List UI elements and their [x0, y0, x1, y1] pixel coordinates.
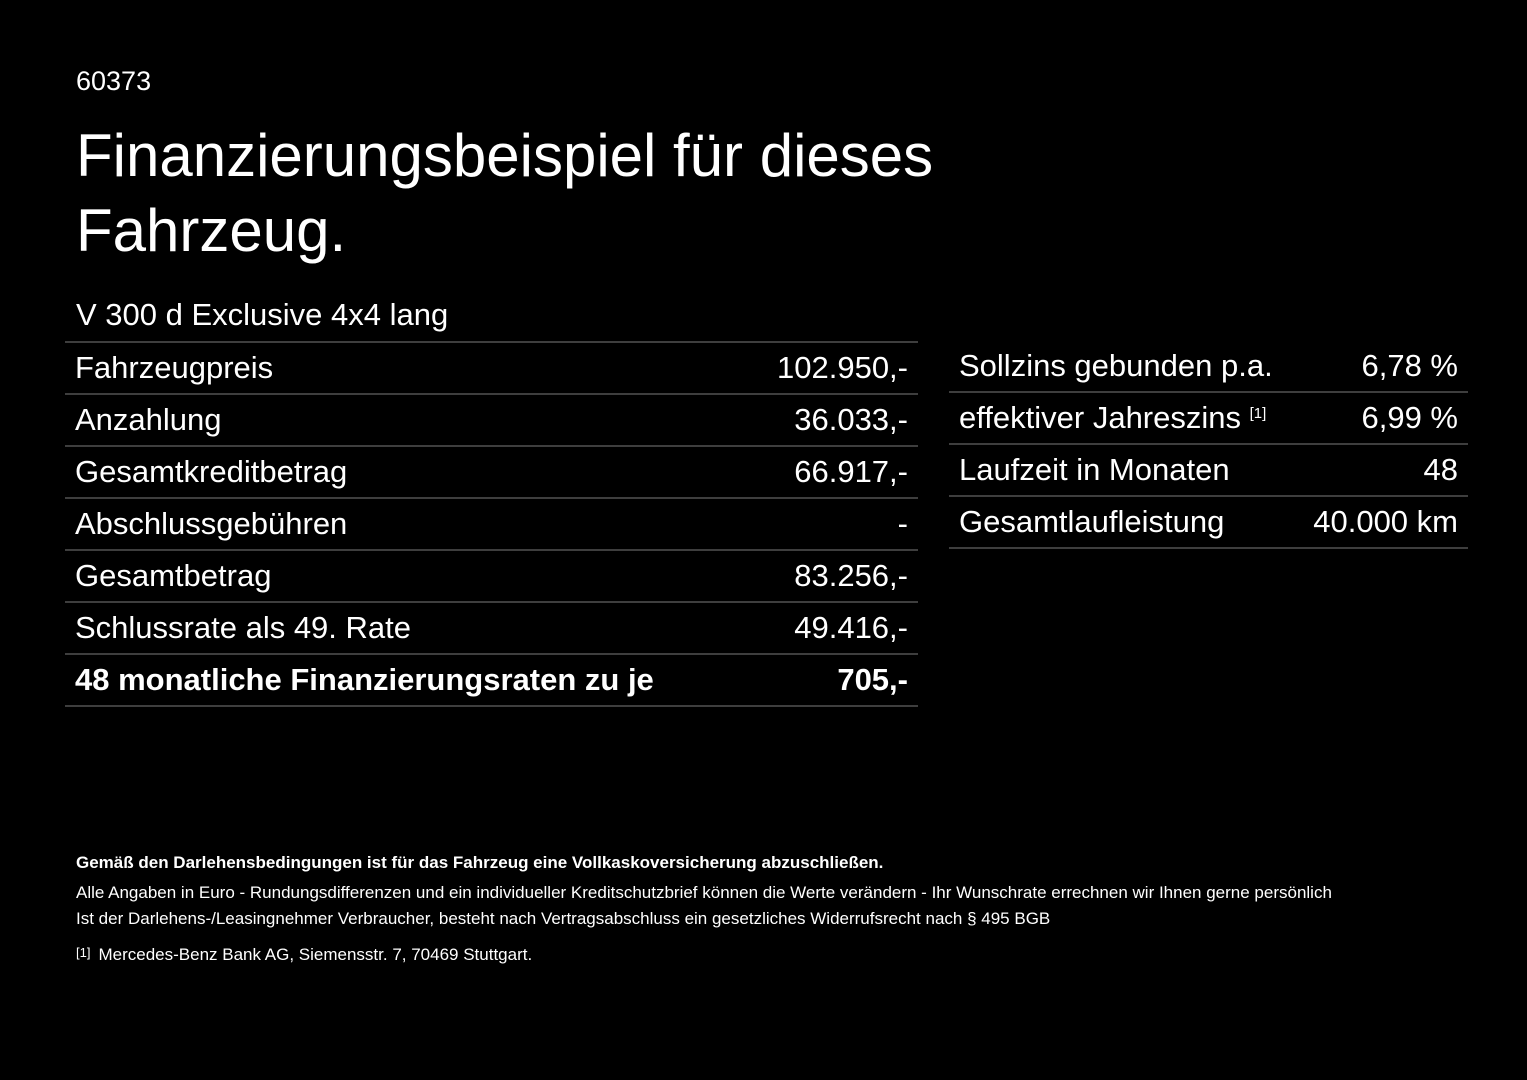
row-label: Gesamtlaufleistung	[949, 496, 1297, 549]
row-value: 102.950,-	[746, 342, 918, 395]
row-label-cell: effektiver Jahreszins [1]	[949, 392, 1297, 445]
row-label: Schlussrate als 49. Rate	[65, 602, 747, 655]
table-row: Gesamtbetrag 83.256,-	[65, 550, 918, 603]
offer-code: 60373	[76, 66, 152, 96]
row-value: 6,78 %	[1296, 341, 1468, 393]
monthly-rate-row: 48 monatliche Finanzierungsraten zu je 70…	[65, 654, 918, 707]
row-value: 83.256,-	[746, 550, 918, 603]
model-name: V 300 d Exclusive 4x4 lang	[76, 297, 449, 332]
table-row: Gesamtkreditbetrag 66.917,-	[65, 446, 918, 499]
insurance-notice: Gemäß den Darlehensbedingungen ist für d…	[76, 853, 884, 872]
row-label: Fahrzeugpreis	[65, 342, 747, 395]
row-label: Gesamtkreditbetrag	[65, 446, 747, 499]
table-row: Schlussrate als 49. Rate 49.416,-	[65, 602, 918, 655]
disclaimer-line: Ist der Darlehens-/Leasingnehmer Verbrau…	[76, 909, 1051, 928]
row-label: Laufzeit in Monaten	[949, 444, 1297, 497]
row-value: 6,99 %	[1296, 392, 1468, 445]
footnote: [1] Mercedes-Benz Bank AG, Siemensstr. 7,…	[76, 945, 532, 965]
row-label: Abschlussgebühren	[65, 498, 747, 551]
row-value: 36.033,-	[746, 394, 918, 447]
row-value: 49.416,-	[746, 602, 918, 655]
row-label: Gesamtbetrag	[65, 550, 747, 603]
row-label: Anzahlung	[65, 394, 747, 447]
row-label: 48 monatliche Finanzierungsraten zu je	[65, 654, 747, 707]
table-row: Anzahlung 36.033,-	[65, 394, 918, 447]
terms-table: Sollzins gebunden p.a. 6,78 % effektiver …	[949, 341, 1468, 549]
disclaimer-line: Alle Angaben in Euro - Rundungsdifferenz…	[76, 883, 1332, 902]
row-value: 48	[1296, 444, 1468, 497]
footnote-mark: [1]	[76, 945, 91, 960]
footnote-text: Mercedes-Benz Bank AG, Siemensstr. 7, 70…	[98, 945, 533, 964]
page-title: Finanzierungsbeispiel für dieses Fahrzeu…	[76, 122, 934, 264]
table-row: Abschlussgebühren -	[65, 498, 918, 551]
table-row: Sollzins gebunden p.a. 6,78 %	[949, 341, 1468, 393]
table-row: Fahrzeugpreis 102.950,-	[65, 342, 918, 395]
footnote-ref: [1]	[1249, 405, 1267, 422]
table-row: Gesamtlaufleistung 40.000 km	[949, 496, 1468, 549]
table-row: Laufzeit in Monaten 48	[949, 444, 1468, 497]
table-row: effektiver Jahreszins [1] 6,99 %	[949, 392, 1468, 445]
financing-table: Fahrzeugpreis 102.950,- Anzahlung 36.033,-…	[65, 341, 918, 707]
row-value: 40.000 km	[1296, 496, 1468, 549]
row-value: 705,-	[746, 654, 918, 707]
row-label: effektiver Jahreszins	[959, 400, 1241, 435]
row-value: 66.917,-	[746, 446, 918, 499]
row-value: -	[746, 498, 918, 551]
row-label: Sollzins gebunden p.a.	[949, 341, 1297, 393]
